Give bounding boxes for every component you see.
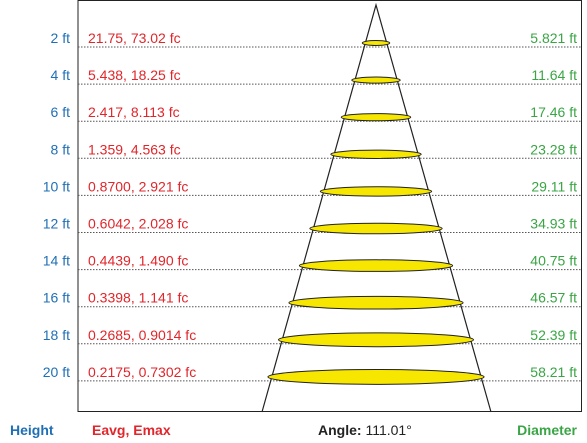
illuminance-label: 0.2685, 0.9014 fc	[88, 327, 196, 343]
diameter-header: Diameter	[517, 422, 577, 438]
height-label: 18 ft	[43, 327, 70, 343]
diameter-label: 40.75 ft	[530, 253, 577, 269]
diameter-label: 11.64 ft	[531, 67, 577, 83]
beam-spot	[351, 76, 401, 84]
illuminance-label: 5.438, 18.25 fc	[88, 67, 181, 83]
height-header: Height	[10, 422, 54, 438]
beam-spot	[267, 368, 485, 385]
illuminance-label: 2.417, 8.113 fc	[88, 104, 180, 120]
height-label: 6 ft	[51, 104, 71, 120]
illuminance-label: 21.75, 73.02 fc	[88, 30, 181, 46]
height-label: 4 ft	[51, 67, 71, 83]
illuminance-label: 0.2175, 0.7302 fc	[88, 364, 196, 380]
diameter-label: 17.46 ft	[530, 104, 577, 120]
angle: Angle: 111.01°	[318, 422, 412, 438]
height-label: 10 ft	[43, 178, 70, 194]
beam-spot	[319, 186, 433, 197]
height-label: 20 ft	[43, 364, 70, 380]
beam-spot	[277, 332, 475, 348]
angle-value: 111.01°	[365, 422, 411, 438]
illuminance-header: Eavg, Emax	[92, 422, 171, 438]
angle-label: Angle:	[318, 422, 362, 438]
beam-spot	[288, 295, 464, 310]
beam-spot	[340, 113, 412, 122]
height-label: 12 ft	[43, 216, 70, 232]
beam-cone	[261, 2, 492, 413]
illuminance-label: 0.4439, 1.490 fc	[88, 253, 188, 269]
illuminance-label: 0.3398, 1.141 fc	[88, 290, 188, 306]
illuminance-label: 0.6042, 2.028 fc	[88, 216, 188, 232]
diameter-label: 58.21 ft	[530, 364, 577, 380]
height-label: 2 ft	[51, 30, 71, 46]
beam-spot	[361, 40, 391, 46]
diameter-label: 34.93 ft	[530, 216, 577, 232]
beam-spot	[330, 149, 422, 159]
diameter-label: 23.28 ft	[530, 141, 577, 157]
diameter-label: 46.57 ft	[530, 290, 577, 306]
height-label: 14 ft	[43, 253, 70, 269]
illuminance-label: 1.359, 4.563 fc	[88, 141, 181, 157]
diameter-label: 52.39 ft	[530, 327, 577, 343]
illuminance-label: 0.8700, 2.921 fc	[88, 178, 188, 194]
beam-spot	[309, 222, 443, 235]
diameter-label: 5.821 ft	[530, 30, 577, 46]
height-label: 8 ft	[51, 141, 71, 157]
beam-spot	[298, 259, 454, 272]
frame	[77, 0, 582, 412]
height-label: 16 ft	[43, 290, 70, 306]
diameter-label: 29.11 ft	[531, 178, 577, 194]
